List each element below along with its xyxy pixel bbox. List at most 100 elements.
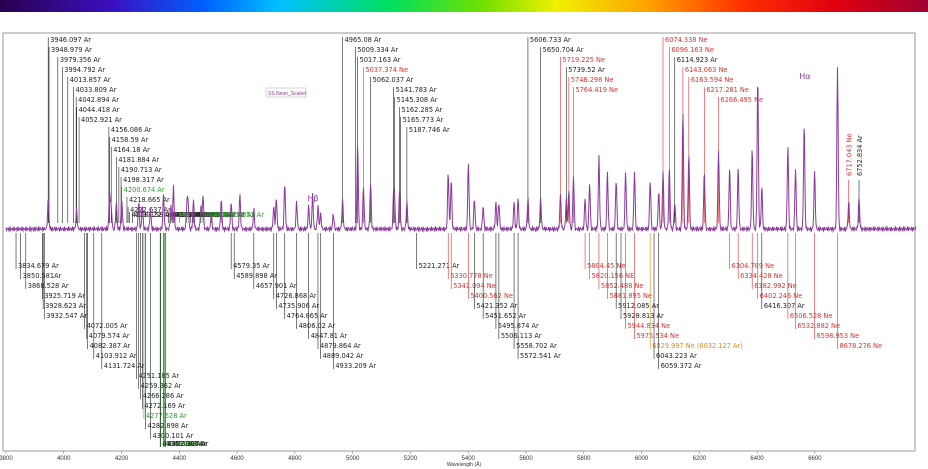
line-label: 4764.865 Ar: [287, 312, 328, 320]
line-label: 4481.811 Ar: [205, 211, 246, 219]
line-label: 4348.064 Ar: [166, 440, 207, 448]
line-label: 4345.168 Ar: [166, 440, 207, 448]
line-label: 3928.623 Ar: [45, 302, 86, 310]
line-label: 6717.043 Ne: [846, 133, 854, 176]
line-label: 5606.733 Ar: [530, 36, 571, 44]
line-label: 4889.042 Ar: [323, 352, 364, 360]
spectrum-trace: [5, 67, 917, 234]
line-label: 5506.113 Ar: [501, 332, 542, 340]
line-label: 4228.158 Ar: [132, 211, 173, 219]
line-label: 5804.45 Ne: [587, 262, 625, 270]
line-label: 4400.986 Ar: [182, 211, 223, 219]
line-label: 5764.419 Ne: [575, 86, 618, 94]
line-label: 5975.534 Ne: [636, 332, 679, 340]
line-label: 4158.59 Ar: [112, 136, 149, 144]
line-label: 4042.894 Ar: [78, 96, 119, 104]
line-label: 4181.884 Ar: [118, 156, 159, 164]
line-identifications: 3946.097 Ar 3948.979 Ar 3979.356 Ar 3994.79…: [15, 36, 883, 448]
line-label: 4965.08 Ar: [345, 36, 382, 44]
x-tick-label: 5600: [519, 456, 533, 462]
line-label: 4251.185 Ar: [138, 372, 179, 380]
line-label: 4218.665 Ar: [129, 196, 170, 204]
x-tick-label: 4000: [57, 456, 71, 462]
x-axis-label: Wavelength (Å): [447, 461, 482, 468]
line-label: 6304.789 Ne: [732, 262, 775, 270]
line-label: 3868.528 Ar: [28, 282, 69, 290]
line-label: 6163.594 Ne: [691, 76, 734, 84]
line-label: 6752.834 Ar: [856, 135, 864, 176]
line-label: 6402.246 Ne: [760, 292, 803, 300]
line-label: 5145.308 Ar: [397, 96, 438, 104]
line-label: 4933.209 Ar: [335, 362, 376, 370]
line-label: 4439.461 Ar: [193, 211, 234, 219]
line-label: 5451.652 Ar: [485, 312, 526, 320]
line-label: 5017.163 Ar: [360, 56, 401, 64]
line-label: 5739.52 Ar: [568, 66, 605, 74]
line-label: 4335.338 Ar: [163, 440, 204, 448]
line-label: 8678.276 Ne: [840, 342, 883, 350]
x-tick-label: 5800: [577, 456, 591, 462]
line-label: 4198.317 Ar: [123, 176, 164, 184]
line-label: 5400.562 Ne: [470, 292, 513, 300]
line-label: 4735.906 Ar: [278, 302, 319, 310]
line-label: 6096.163 Ne: [671, 46, 714, 54]
line-label: 4448.879 Ar: [195, 211, 236, 219]
legend-label: SS Neon_Scaled: [268, 91, 306, 97]
line-label: 4072.005 Ar: [87, 322, 128, 330]
line-label: 4589.898 Ar: [236, 272, 277, 280]
line-label: 5165.773 Ar: [403, 116, 444, 124]
line-label: 4474.759 Ar: [203, 211, 244, 219]
line-label: 4333.561 Ar: [162, 440, 203, 448]
line-label: 4079.574 Ar: [89, 332, 130, 340]
line-label: 4426.001 Ar: [189, 211, 230, 219]
line-label: 5221.271 Ar: [419, 262, 460, 270]
line-label: 4385.057 Ar: [177, 211, 218, 219]
line-label: 5009.334 Ar: [357, 46, 398, 54]
x-tick-label: 4400: [173, 456, 187, 462]
line-label: 3948.979 Ar: [51, 46, 92, 54]
x-tick-label: 3800: [0, 456, 13, 462]
line-label: 3946.097 Ar: [50, 36, 91, 44]
line-label: 4510.733 Ar: [213, 211, 254, 219]
x-tick-label: 4600: [230, 456, 244, 462]
line-label: 4082.387 Ar: [90, 342, 131, 350]
line-label: 4277.528 Ar: [146, 412, 187, 420]
line-label: 4044.418 Ar: [79, 106, 120, 114]
line-label: 4806.02 Ar: [299, 322, 336, 330]
line-label: 6217.281 Ne: [706, 86, 749, 94]
x-tick-label: 6000: [635, 456, 649, 462]
line-label: 6043.223 Ar: [656, 352, 697, 360]
line-label: 4190.713 Ar: [121, 166, 162, 174]
line-label: 6143.063 Ne: [685, 66, 728, 74]
x-tick-label: 5000: [346, 456, 360, 462]
line-label: 5748.298 Ne: [571, 76, 614, 84]
line-label: 6029.997 Ne (6032.127 Ar): [652, 342, 743, 350]
legend-box: [265, 87, 307, 98]
line-label: 4379.667Ar: [175, 211, 214, 219]
line-label: 6532.882 Ne: [798, 322, 841, 330]
x-tick-label: 4200: [115, 456, 129, 462]
line-label: 4545.052 Ar: [223, 211, 264, 219]
line-label: 5037.374 Ne: [365, 66, 408, 74]
balmer-label: Hα: [799, 72, 810, 81]
x-tick-label: 4800: [288, 456, 302, 462]
x-tick-label: 6600: [808, 456, 822, 462]
line-label: 4352.205 Ar: [168, 440, 209, 448]
line-label: 5820.156 NE: [592, 272, 635, 280]
line-label: 4033.809 Ar: [76, 86, 117, 94]
line-label: 4164.18 Ar: [113, 146, 150, 154]
line-label: 6074.338 Ne: [665, 36, 708, 44]
line-label: 3834.679 Ar: [18, 262, 59, 270]
line-label: 4579.35 Ar: [233, 262, 270, 270]
line-label: 4272.169 Ar: [144, 402, 185, 410]
rainbow-spectrum-strip: [0, 0, 928, 12]
line-label: 6059.372 Ar: [661, 362, 702, 370]
line-label: 3994.792 Ar: [64, 66, 105, 74]
line-label: 5330.778 Ne: [450, 272, 493, 280]
line-label: 4052.921 Ar: [81, 116, 122, 124]
line-label: 4847.81 Ar: [311, 332, 348, 340]
line-label: 4879.864 Ar: [320, 342, 361, 350]
line-label: 5558.702 Ar: [516, 342, 557, 350]
